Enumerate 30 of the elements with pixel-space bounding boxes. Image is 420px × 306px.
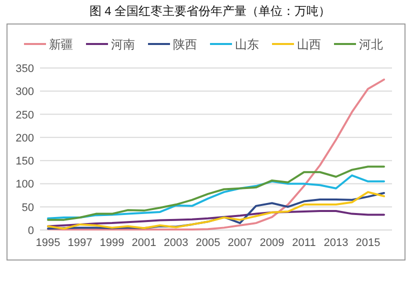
y-tick-label: 0 bbox=[28, 225, 34, 237]
y-tick-label: 200 bbox=[16, 132, 34, 144]
legend-label: 陕西 bbox=[173, 38, 197, 52]
x-tick-label: 2005 bbox=[196, 237, 220, 249]
y-tick-label: 250 bbox=[16, 109, 34, 122]
x-tick-label: 2003 bbox=[164, 237, 188, 249]
y-tick-label: 50 bbox=[22, 202, 34, 214]
x-tick-label: 2011 bbox=[292, 237, 316, 249]
x-tick-label: 1995 bbox=[36, 237, 60, 249]
line-series bbox=[47, 78, 385, 231]
y-tick-label: 150 bbox=[16, 156, 34, 168]
line-series bbox=[47, 166, 385, 221]
x-tick-label: 2015 bbox=[356, 237, 380, 249]
legend-label: 河南 bbox=[111, 38, 135, 52]
x-tick-label: 1999 bbox=[100, 237, 124, 249]
x-tick-label: 2013 bbox=[324, 237, 348, 249]
x-tick-label: 1997 bbox=[68, 237, 92, 249]
y-tick-label: 100 bbox=[16, 178, 34, 191]
x-tick-label: 2001 bbox=[132, 237, 156, 249]
y-tick-label: 350 bbox=[16, 63, 34, 75]
legend-label: 山东 bbox=[235, 38, 259, 52]
legend-label: 河北 bbox=[359, 38, 383, 52]
x-tick-label: 2009 bbox=[260, 237, 284, 249]
line-series bbox=[47, 174, 385, 220]
chart-title: 图 4 全国红枣主要省份年产量（单位：万吨） bbox=[89, 4, 331, 18]
legend-label: 山西 bbox=[297, 38, 321, 52]
y-tick-label: 300 bbox=[16, 86, 34, 98]
line-series bbox=[47, 210, 385, 228]
legend-label: 新疆 bbox=[49, 38, 73, 52]
x-tick-label: 2007 bbox=[228, 237, 252, 249]
